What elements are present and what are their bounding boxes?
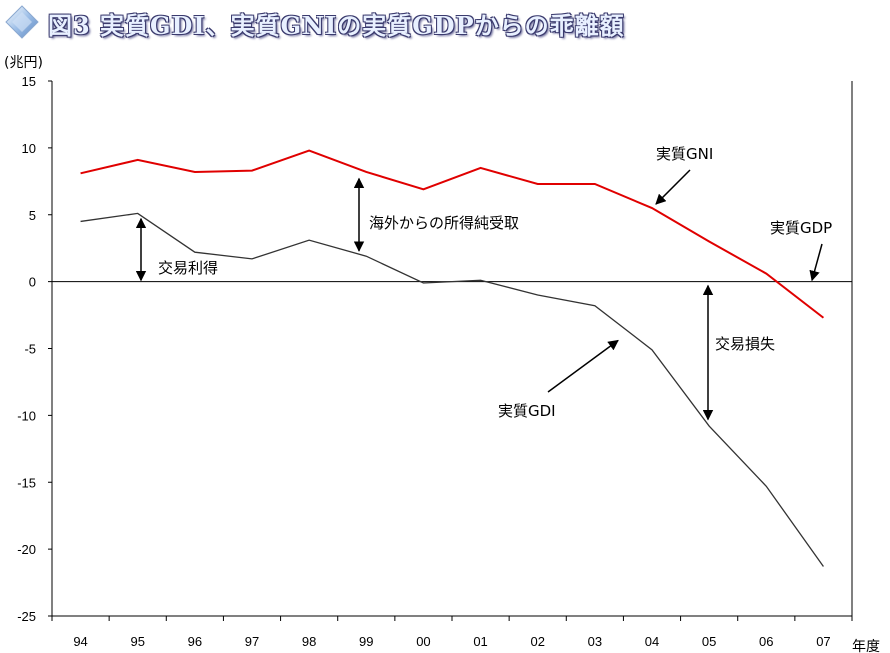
x-tick-label: 96	[188, 634, 202, 649]
trade-gain-label: 交易利得	[158, 259, 218, 277]
income-abroad-label: 海外からの所得純受取	[369, 214, 519, 232]
series-lines	[80, 149, 825, 567]
gni-label: 実質GNI	[656, 145, 713, 163]
x-tick-label: 00	[416, 634, 430, 649]
diamond-icon	[5, 5, 39, 39]
x-tick-label: 99	[359, 634, 373, 649]
gdi-label: 実質GDI	[498, 402, 556, 420]
title-bar: 図3 実質GDI、実質GNIの実質GDPからの乖離額	[4, 4, 624, 40]
gdp-pointer-arrow	[809, 243, 823, 282]
x-tick-label: 03	[588, 634, 602, 649]
y-tick-label: 10	[22, 141, 36, 156]
y-tick-labels: 15 10 5 0 -5 -10 -15 -20 -25	[17, 74, 36, 624]
y-tick-label: -10	[17, 408, 36, 423]
trade-loss-label: 交易損失	[715, 335, 775, 353]
y-tick-label: -5	[24, 342, 36, 357]
x-tick-label: 07	[816, 634, 830, 649]
x-tick-label: 97	[245, 634, 259, 649]
x-axis-unit: 年度	[852, 639, 880, 653]
y-tick-label: 0	[29, 275, 36, 290]
x-tick-label: 02	[530, 634, 544, 649]
gdi-pointer-arrow	[547, 339, 619, 393]
series-line	[80, 149, 825, 319]
x-tick-label: 06	[759, 634, 773, 649]
y-tick-label: -15	[17, 475, 36, 490]
y-tick-label: 15	[22, 74, 36, 89]
y-tick-label: -25	[17, 609, 36, 624]
y-tick-label: 5	[29, 208, 36, 223]
x-tick-label: 95	[130, 634, 144, 649]
y-axis-unit: (兆円)	[4, 55, 43, 71]
x-tick-label: 05	[702, 634, 716, 649]
x-tick-label: 98	[302, 634, 316, 649]
x-tick-label: 94	[73, 634, 87, 649]
gdp-label: 実質GDP	[770, 219, 832, 237]
gni-pointer-arrow	[655, 169, 691, 205]
series-line	[80, 212, 824, 567]
y-tick-label: -20	[17, 542, 36, 557]
x-tick-labels: 94 95 96 97 98 99 00 01 02 03 04 05 06 07	[73, 634, 830, 649]
x-tick-label: 01	[473, 634, 487, 649]
chart-title: 図3 実質GDI、実質GNIの実質GDPからの乖離額	[48, 11, 625, 40]
x-tick-label: 04	[645, 634, 659, 649]
